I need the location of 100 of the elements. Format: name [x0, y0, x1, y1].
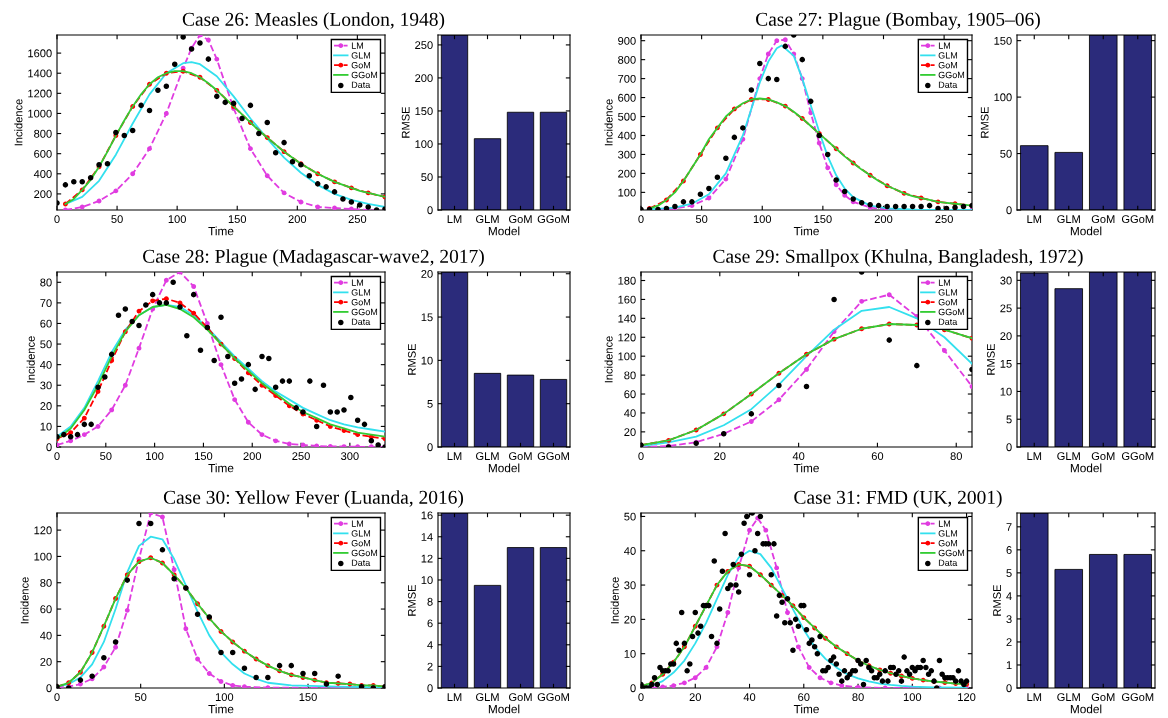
y-tick-label: 80: [40, 579, 52, 587]
y-axis-title: Incidence: [604, 99, 613, 146]
y-axis-title: Incidence: [610, 577, 619, 624]
y-tick-label: 8: [427, 597, 433, 606]
y-tick-label: 30: [40, 381, 52, 390]
y-tick-label: 3: [1006, 615, 1012, 624]
x-tick-label: 0: [54, 215, 60, 224]
x-tick-label: GoM: [1091, 215, 1115, 224]
x-tick-label: LM: [447, 693, 462, 701]
x-tick-label: GLM: [1057, 215, 1080, 224]
y-tick-label: 400: [617, 131, 636, 140]
legend-label: GoM: [351, 62, 371, 69]
legend-label: GLM: [938, 52, 958, 59]
y-tick-label: 200: [618, 169, 636, 178]
x-axis-title: Time: [793, 463, 819, 473]
y-axis-title: Incidence: [26, 336, 35, 383]
y-tick-label: 12: [421, 554, 433, 563]
x-tick-label: GLM: [1057, 452, 1080, 461]
x-tick-label: 150: [195, 452, 213, 461]
y-tick-label: 150: [994, 36, 1012, 45]
x-tick-label: GoM: [1091, 452, 1115, 461]
y-tick-label: 7: [1006, 523, 1012, 531]
y-tick-label: 10: [421, 356, 433, 365]
x-tick-label: GGoM: [537, 693, 569, 702]
y-tick-label: 120: [34, 526, 52, 535]
x-axis-title: Time: [208, 463, 234, 473]
legend-label: Data: [938, 559, 958, 566]
y-tick-label: 20: [624, 428, 636, 436]
y-tick-label: 40: [40, 631, 52, 640]
x-tick-label: GLM: [476, 452, 499, 461]
x-axis-title: Model: [1070, 704, 1102, 714]
legend-label: LM: [351, 279, 363, 286]
y-tick-label: 15: [421, 313, 433, 322]
legend-label: LM: [938, 42, 950, 49]
legend-label: GoM: [938, 62, 958, 69]
y-tick-label: 60: [40, 605, 52, 614]
y-tick-label: 200: [415, 74, 433, 83]
y-tick-label: 16: [421, 511, 433, 520]
chart-title: Case 29: Smallpox (Khulna, Bangladesh, 1972): [713, 249, 1083, 267]
y-tick-label: 900: [618, 36, 636, 45]
legend-label: Data: [938, 81, 958, 88]
x-tick-label: LM: [447, 215, 462, 223]
y-tick-label: 60: [40, 319, 52, 328]
x-tick-label: 150: [299, 693, 317, 702]
y-axis-title: RMSE: [993, 584, 1001, 616]
legend-label: LM: [938, 520, 950, 527]
y-tick-label: 0: [630, 684, 636, 693]
x-tick-label: 60: [871, 452, 884, 461]
x-tick-label: LM: [1027, 215, 1042, 223]
legend-label: GoM: [938, 299, 958, 306]
legend-label: Data: [938, 318, 958, 325]
x-tick-label: 100: [168, 215, 186, 224]
legend-label: LM: [351, 520, 363, 527]
y-tick-label: 20: [624, 615, 636, 624]
y-tick-label: 50: [40, 340, 52, 349]
y-tick-label: 1400: [28, 69, 52, 78]
x-tick-label: GoM: [509, 215, 532, 224]
y-tick-label: 20: [1000, 332, 1012, 341]
x-tick-label: 0: [54, 452, 60, 461]
y-tick-label: 20: [421, 270, 433, 278]
legend-label: GLM: [351, 52, 371, 59]
x-tick-label: 20: [714, 452, 726, 461]
y-tick-label: 300: [618, 150, 636, 159]
y-tick-label: 400: [33, 170, 52, 178]
y-tick-label: 100: [415, 140, 433, 149]
x-axis-title: Model: [488, 704, 520, 714]
x-tick-label: 250: [348, 215, 367, 224]
legend-label: Data: [351, 559, 371, 566]
legend-label: GGoM: [351, 71, 378, 79]
x-tick-label: GLM: [1057, 693, 1080, 702]
y-tick-label: 4: [427, 641, 433, 649]
x-tick-label: 0: [54, 693, 60, 702]
x-tick-label: GGoM: [537, 452, 569, 461]
x-tick-label: 50: [100, 452, 112, 461]
x-tick-label: GGoM: [1121, 215, 1154, 224]
y-tick-label: 250: [415, 41, 433, 50]
y-tick-label: 5: [427, 400, 433, 408]
y-tick-label: 1200: [28, 89, 52, 98]
x-axis-title: Time: [793, 226, 819, 236]
y-tick-label: 800: [618, 55, 636, 64]
y-tick-label: 40: [40, 360, 52, 369]
y-tick-label: 6: [427, 619, 433, 628]
y-tick-label: 5: [1006, 415, 1012, 424]
legend-label: GGoM: [351, 308, 378, 316]
y-tick-label: 0: [46, 443, 52, 452]
legend-label: GoM: [351, 540, 371, 547]
x-tick-label: LM: [1027, 693, 1042, 701]
x-tick-label: 150: [814, 215, 832, 224]
y-axis-title: Incidence: [14, 99, 23, 146]
y-tick-label: 0: [1006, 443, 1012, 452]
y-axis-title: RMSE: [407, 584, 416, 616]
y-tick-label: 200: [34, 190, 52, 199]
y-tick-label: 0: [427, 684, 433, 693]
x-tick-label: 250: [935, 215, 953, 224]
x-axis-title: Model: [488, 463, 520, 473]
legend-label: Data: [351, 318, 371, 325]
chart-title: Case 30: Yellow Fever (Luanda, 2016): [163, 490, 464, 508]
x-tick-label: 80: [950, 452, 962, 461]
y-axis-title: RMSE: [986, 343, 995, 375]
x-tick-label: GGoM: [1121, 693, 1154, 702]
